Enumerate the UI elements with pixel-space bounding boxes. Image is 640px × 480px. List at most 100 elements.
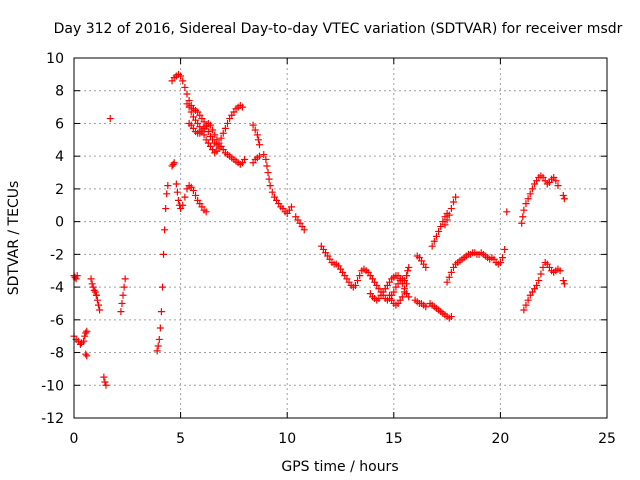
data-point [405, 293, 413, 301]
data-point [520, 306, 528, 314]
data-point [519, 213, 527, 221]
data-point [268, 188, 276, 196]
plot-frame [73, 57, 608, 419]
data-point [121, 275, 129, 283]
data-point [400, 288, 408, 296]
data-point [537, 270, 545, 278]
data-point [263, 162, 271, 170]
data-point [447, 268, 455, 276]
data-point [533, 281, 541, 289]
data-point [351, 281, 359, 289]
data-point [398, 293, 406, 301]
data-point [445, 273, 453, 281]
x-tick-label: 15 [385, 431, 403, 447]
data-point [559, 277, 567, 285]
data-point [187, 108, 195, 116]
grid-lines [74, 58, 607, 418]
data-point [82, 329, 90, 337]
data-point [96, 306, 104, 314]
data-point [174, 196, 182, 204]
data-point [251, 126, 259, 134]
data-point [172, 180, 180, 188]
data-point [117, 308, 125, 316]
data-point [432, 232, 440, 240]
data-point [163, 190, 171, 198]
data-point [560, 280, 568, 288]
data-point [169, 160, 177, 168]
data-point [118, 299, 126, 307]
y-tick-label: 2 [55, 182, 64, 198]
y-tick-label: 0 [55, 215, 64, 231]
x-tick-label: 25 [598, 431, 616, 447]
data-point [300, 226, 308, 234]
data-point [255, 141, 263, 149]
data-point [206, 121, 214, 129]
y-axis-label: SDTVAR / TECUs [6, 181, 22, 296]
data-point [88, 280, 96, 288]
data-point [119, 291, 127, 299]
data-point [154, 342, 162, 350]
data-point [204, 128, 212, 136]
chart-title: Day 312 of 2016, Sidereal Day-to-day VTE… [54, 21, 623, 37]
data-point [192, 191, 200, 199]
data-point [181, 193, 189, 201]
data-point [404, 267, 412, 275]
x-tick-label: 20 [491, 431, 509, 447]
data-point [520, 206, 528, 214]
data-point [522, 301, 530, 309]
data-point [106, 115, 114, 123]
data-point [170, 159, 178, 167]
x-axis-label: GPS time / hours [281, 459, 398, 475]
data-point [83, 352, 91, 360]
data-point [396, 275, 404, 283]
y-tick-label: -2 [50, 247, 64, 263]
y-tick-label: -8 [50, 346, 64, 362]
y-tick-label: -4 [50, 280, 64, 296]
data-point [92, 291, 100, 299]
data-point [445, 211, 453, 219]
data-point [441, 221, 449, 229]
data-point [183, 90, 191, 98]
data-point [238, 103, 246, 111]
data-point [443, 278, 451, 286]
data-point [552, 177, 560, 185]
data-point [501, 245, 509, 253]
data-point [539, 263, 547, 271]
x-tick-label: 0 [70, 431, 79, 447]
data-point [76, 340, 84, 348]
y-tick-label: -10 [41, 378, 64, 394]
data-point [93, 296, 101, 304]
y-tick-label: 4 [55, 149, 64, 165]
data-point [518, 219, 526, 227]
data-point [95, 301, 103, 309]
data-point [81, 332, 89, 340]
y-tick-label: -6 [50, 313, 64, 329]
data-point [189, 187, 197, 195]
data-point [162, 205, 170, 213]
data-point [179, 77, 187, 85]
data-point [177, 72, 185, 80]
data-point [120, 283, 128, 291]
data-point [535, 277, 543, 285]
data-point [91, 288, 99, 296]
data-point [449, 198, 457, 206]
data-point [249, 121, 257, 129]
data-point [435, 227, 443, 235]
data-point [73, 272, 81, 280]
data-point [157, 308, 165, 316]
data-point [499, 254, 507, 262]
data-point [526, 190, 534, 198]
data-point [524, 195, 532, 203]
data-point [265, 175, 273, 183]
y-tick-label: 8 [55, 84, 64, 100]
data-point [522, 200, 530, 208]
data-point [554, 182, 562, 190]
data-point [524, 296, 532, 304]
data-point [202, 208, 210, 216]
data-point [560, 195, 568, 203]
x-tick-label: 5 [176, 431, 185, 447]
data-point [447, 313, 455, 321]
data-point [173, 188, 181, 196]
data-point [161, 226, 169, 234]
